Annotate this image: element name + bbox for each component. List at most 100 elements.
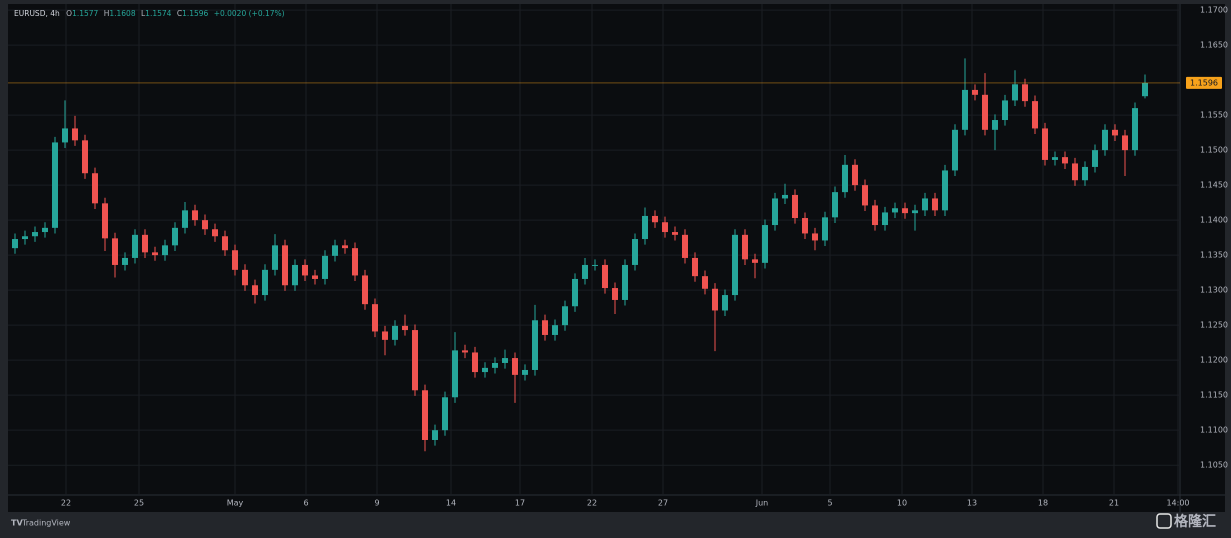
ohlc-prefix: L — [141, 9, 146, 18]
candle-body — [772, 198, 778, 226]
ohlc-prefix: O — [66, 9, 72, 18]
candle-body — [172, 227, 178, 246]
candle-body — [852, 164, 858, 186]
candle-body — [272, 245, 278, 270]
candle-body — [202, 220, 208, 230]
candle-body — [142, 234, 148, 253]
x-tick-label: 10 — [897, 499, 907, 508]
x-tick-label: 27 — [658, 499, 668, 508]
candle-body — [102, 203, 108, 239]
candle-body — [62, 128, 68, 143]
candle-body — [832, 192, 838, 218]
candle-body — [222, 236, 228, 251]
candle-body — [1082, 166, 1088, 181]
candle-body — [292, 264, 298, 286]
candles — [8, 58, 1180, 452]
candle-body — [342, 245, 348, 249]
y-tick-label: 1.1550 — [1200, 111, 1228, 120]
candle-body — [612, 288, 618, 300]
last-price-tag — [1186, 76, 1222, 89]
x-tick-label: 21 — [1109, 499, 1119, 508]
candle-body — [312, 275, 318, 279]
candle-body — [1132, 108, 1138, 151]
candle-body — [522, 369, 528, 375]
candle-body — [392, 325, 398, 340]
y-tick-label: 1.1450 — [1200, 181, 1228, 190]
candle-body — [812, 233, 818, 241]
x-tick-label: 14:00 — [1166, 499, 1189, 508]
candle-body — [572, 278, 578, 307]
candle-body — [1122, 135, 1128, 151]
x-tick-label: 22 — [587, 499, 597, 508]
ohlc-close: 1.1596 — [182, 9, 208, 18]
candle-body — [1042, 128, 1048, 160]
change: +0.0020 (+0.17%) — [214, 9, 285, 18]
candle-body — [502, 358, 508, 363]
x-tick-label: 13 — [967, 499, 977, 508]
candle-body — [972, 89, 978, 95]
candle-body — [182, 210, 188, 228]
last-price-label: 1.1596 — [1190, 78, 1218, 87]
brand[interactable]: TradingView — [21, 519, 71, 528]
candle-body — [532, 320, 538, 370]
candle-body — [702, 276, 708, 289]
x-tick-label: 18 — [1038, 499, 1048, 508]
candle-body — [742, 234, 748, 260]
candle-body — [422, 390, 428, 440]
candle-body — [892, 208, 898, 213]
candle-body — [232, 250, 238, 270]
candle-body — [12, 239, 18, 249]
candle-body — [912, 210, 918, 214]
legend-header: EURUSD, 4h O1.1577 H1.1608 L1.1574 C1.15… — [14, 9, 285, 18]
y-tick-label: 1.1250 — [1200, 321, 1228, 330]
candle-body — [902, 208, 908, 214]
candle-body — [512, 358, 518, 375]
candle-body — [82, 140, 88, 174]
candle-body — [542, 320, 548, 335]
candle-body — [362, 275, 368, 305]
y-tick-label: 1.1100 — [1200, 426, 1228, 435]
x-tick-label: 22 — [61, 499, 71, 508]
candle-body — [802, 218, 808, 234]
candle-body — [432, 430, 438, 440]
candle-body — [22, 236, 28, 240]
candle-body — [862, 185, 868, 206]
candle-body — [32, 232, 38, 237]
candle-body — [1062, 157, 1068, 164]
watermark-logo — [1156, 513, 1172, 529]
candle-body — [632, 239, 638, 265]
candle-body — [1112, 129, 1118, 136]
candle-body — [42, 227, 48, 233]
candle-body — [192, 210, 198, 221]
candle-body — [792, 194, 798, 219]
candle-body — [262, 269, 268, 296]
candle-body — [822, 217, 828, 241]
x-tick-label: 25 — [134, 499, 144, 508]
candle-body — [592, 264, 598, 266]
candle-body — [582, 264, 588, 279]
y-tick-label: 1.1650 — [1200, 41, 1228, 50]
candle-body — [162, 245, 168, 256]
candle-body — [1092, 150, 1098, 167]
y-tick-label: 1.1150 — [1200, 391, 1228, 400]
x-tick-label: 17 — [515, 499, 525, 508]
candle-body — [1022, 84, 1028, 102]
candle-body — [1102, 129, 1108, 151]
y-tick-label: 1.1700 — [1200, 6, 1228, 15]
candle-body — [782, 194, 788, 199]
candle-body — [492, 362, 498, 368]
x-tick-label: May — [227, 499, 244, 508]
y-tick-label: 1.1400 — [1200, 216, 1228, 225]
y-tick-label: 1.1350 — [1200, 251, 1228, 260]
candle-body — [252, 285, 258, 296]
watermark: 格隆汇 — [1174, 513, 1216, 530]
axes: 1.1050 1.1100 1.1150 1.1200 1.1250 1.1300 1.13… — [61, 6, 1228, 508]
candle-body — [402, 325, 408, 331]
candle-body — [652, 215, 658, 223]
candle-body — [282, 245, 288, 286]
candle-body — [112, 238, 118, 265]
candle-body — [1032, 101, 1038, 129]
chart-panel — [8, 4, 1225, 512]
x-tick-label: 6 — [303, 499, 308, 508]
